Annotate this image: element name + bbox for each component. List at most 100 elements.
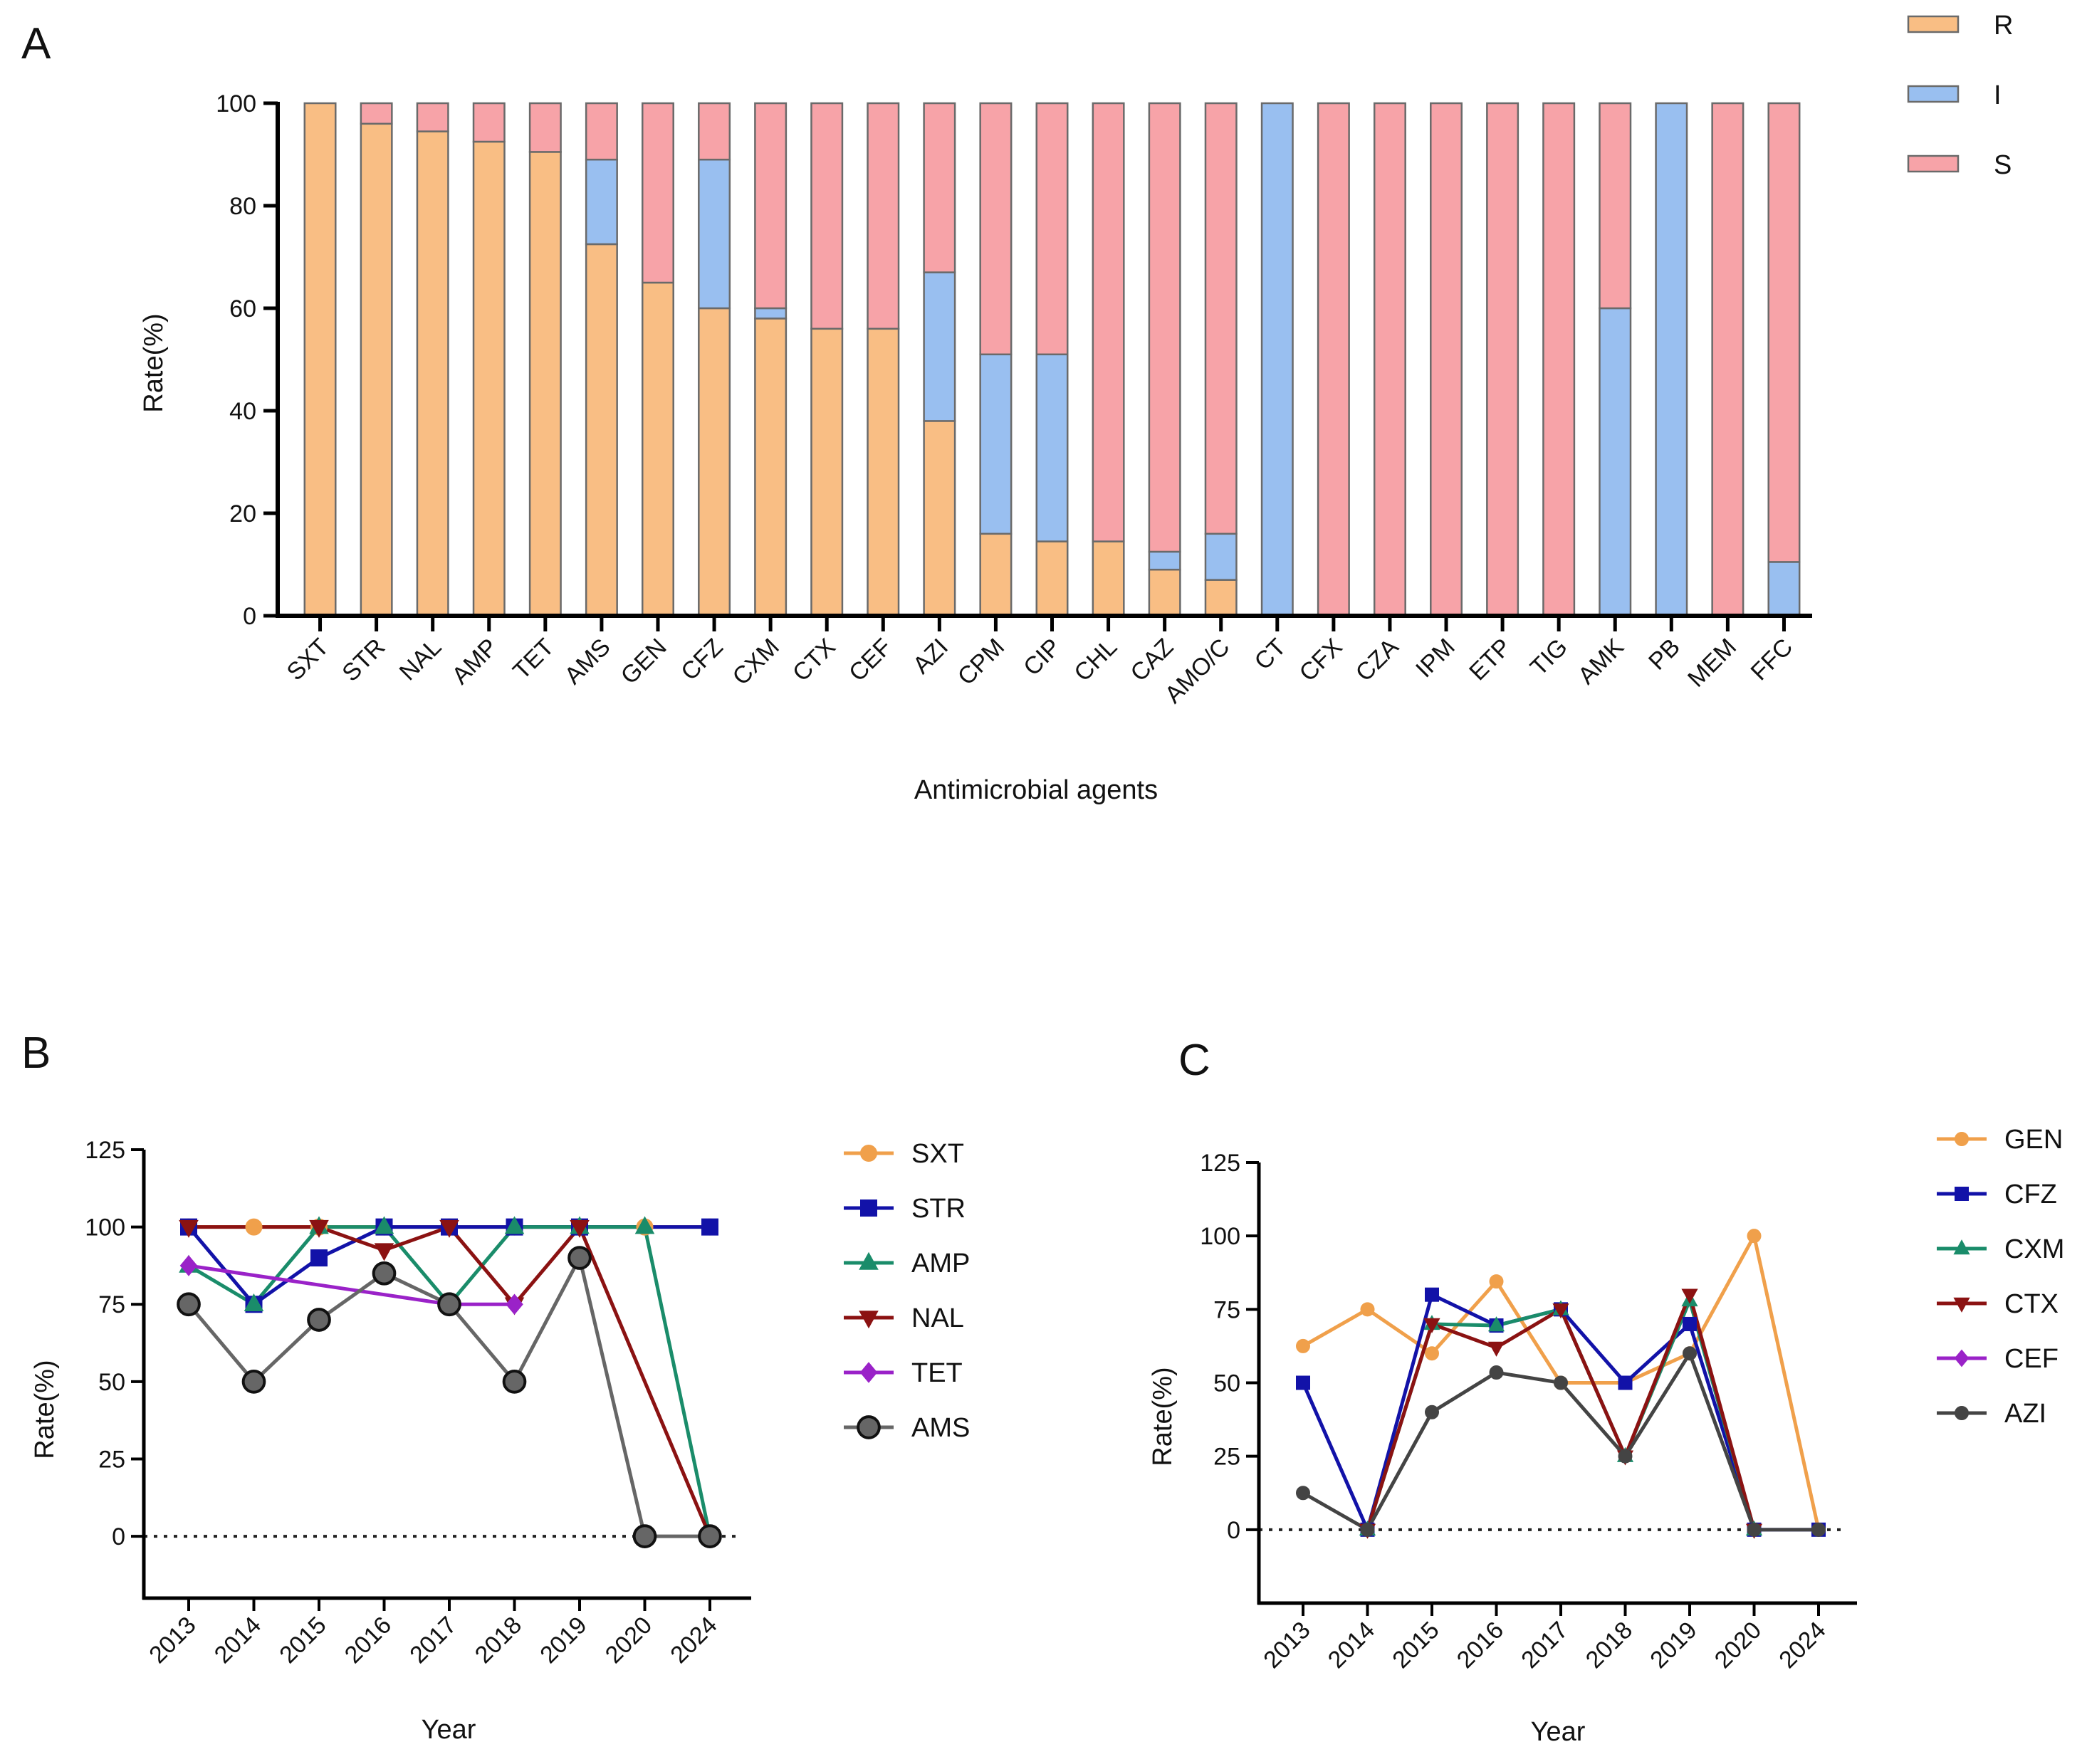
x-tick-label: 2019 xyxy=(535,1612,592,1669)
bar-segment-s xyxy=(360,102,393,125)
data-point-azi xyxy=(1811,1522,1826,1537)
data-point-amp xyxy=(374,1216,394,1234)
bar-segment-s xyxy=(867,102,900,330)
bar-segment-s xyxy=(1204,102,1238,535)
bar-segment-i xyxy=(923,271,956,422)
data-point-ams xyxy=(567,1246,592,1270)
legend-swatch-r xyxy=(1907,15,1960,33)
legend-label-ams: AMS xyxy=(911,1413,970,1443)
data-point-gen xyxy=(1425,1346,1439,1361)
x-tick-label: NAL xyxy=(394,634,447,686)
x-tick-label: 2018 xyxy=(470,1612,527,1669)
x-tick-label: CXM xyxy=(727,634,784,691)
legend-marker-sxt xyxy=(860,1145,877,1162)
data-point-nal xyxy=(179,1219,199,1238)
x-tick-label: AMK xyxy=(1573,634,1629,690)
data-point-ctx xyxy=(1423,1318,1440,1333)
data-point-ams xyxy=(241,1370,266,1394)
legend-marker-cxm xyxy=(1953,1239,1970,1255)
x-tick-label: 2015 xyxy=(1387,1617,1444,1674)
bar-segment-s xyxy=(810,102,844,330)
data-point-gen xyxy=(1747,1229,1762,1244)
x-tick-label: IPM xyxy=(1411,634,1460,683)
data-point-ams xyxy=(372,1261,397,1286)
x-tick-label: 2024 xyxy=(1774,1617,1831,1674)
data-point-ams xyxy=(698,1524,722,1548)
x-tick-label: CZA xyxy=(1351,634,1404,687)
panel-letter-c: C xyxy=(1178,1036,1210,1085)
x-tick-label: 2013 xyxy=(1258,1617,1315,1674)
bar-segment-s xyxy=(585,102,618,161)
data-point-ctx xyxy=(1552,1303,1569,1319)
y-tick-label: 0 xyxy=(1227,1517,1240,1544)
x-tick-label: CHL xyxy=(1069,634,1122,687)
legend-marker-str xyxy=(860,1199,877,1217)
x-tick-label: 2016 xyxy=(1452,1617,1509,1674)
data-point-azi xyxy=(1425,1405,1439,1419)
y-tick-label: 25 xyxy=(98,1446,125,1473)
bar-segment-r xyxy=(1035,540,1069,617)
data-point-sxt xyxy=(245,1218,263,1236)
x-tick-label: 2014 xyxy=(1323,1617,1380,1674)
legend-label-nal: NAL xyxy=(911,1303,964,1333)
data-point-ams xyxy=(502,1370,527,1394)
data-point-nal xyxy=(309,1219,329,1238)
bar-segment-i xyxy=(754,307,788,320)
bar-segment-i xyxy=(1204,532,1238,581)
series-line-nal xyxy=(189,1225,712,1538)
x-tick-label: AZI xyxy=(908,634,953,679)
legend-marker-amp xyxy=(859,1251,879,1270)
x-tick-label: 2013 xyxy=(144,1612,201,1669)
y-tick-label: 0 xyxy=(243,603,256,630)
legend-label-sxt: SXT xyxy=(911,1139,964,1169)
bar-segment-i xyxy=(979,353,1013,535)
legend-marker-ams xyxy=(857,1415,881,1439)
y-tick-label: 50 xyxy=(1213,1370,1240,1397)
data-point-azi xyxy=(1747,1522,1762,1537)
legend-label-str: STR xyxy=(911,1194,966,1224)
x-tick-label: 2020 xyxy=(1710,1617,1767,1674)
bar-segment-s xyxy=(754,102,788,310)
legend-label-cxm: CXM xyxy=(2004,1234,2064,1264)
data-point-str xyxy=(310,1249,328,1267)
data-point-azi xyxy=(1296,1486,1310,1501)
panel-a-x-axis-title: Antimicrobial agents xyxy=(914,775,1158,805)
x-tick-label: 2017 xyxy=(1516,1617,1573,1674)
data-point-amp xyxy=(244,1293,264,1312)
legend-swatch-i xyxy=(1907,85,1960,103)
legend-label-r: R xyxy=(1994,11,2013,41)
bar-segment-r xyxy=(1204,579,1238,617)
x-tick-label: CT xyxy=(1250,634,1292,676)
bar-segment-s xyxy=(1486,102,1520,617)
panel-b-line-chart: 0 25 50 75 100 125 2013 2014 2015 2016 2017 2018 201… xyxy=(85,1137,970,1669)
legend-marker-tet xyxy=(859,1362,878,1383)
x-tick-label: FFC xyxy=(1746,634,1799,686)
legend-label-i: I xyxy=(1994,80,2002,110)
bar-segment-s xyxy=(1599,102,1632,310)
legend-label-amp: AMP xyxy=(911,1249,970,1279)
bar-segment-s xyxy=(979,102,1013,356)
legend-marker-cef xyxy=(1954,1349,1970,1367)
bar-segment-r xyxy=(528,151,562,617)
data-point-ctx xyxy=(1681,1288,1698,1304)
data-point-cfz xyxy=(1618,1375,1633,1390)
y-tick-label: 100 xyxy=(85,1214,125,1241)
legend-marker-ctx xyxy=(1953,1297,1970,1313)
data-point-nal xyxy=(439,1219,459,1238)
bar-segment-r xyxy=(1148,568,1181,617)
series-line-amp xyxy=(187,1225,712,1537)
bar-segment-r xyxy=(979,532,1013,617)
x-tick-label: TET xyxy=(508,634,559,685)
x-tick-label: AMO/C xyxy=(1160,634,1235,709)
bar-segment-r xyxy=(1092,540,1125,617)
x-tick-label: 2019 xyxy=(1645,1617,1702,1674)
x-tick-label: ETP xyxy=(1464,634,1517,686)
panel-b-x-axis-title: Year xyxy=(422,1715,476,1745)
bar-segment-i xyxy=(1148,550,1181,571)
bar-segment-i xyxy=(1599,307,1632,617)
data-point-azi xyxy=(1618,1449,1633,1464)
legend-label-tet: TET xyxy=(911,1358,963,1388)
data-point-gen xyxy=(1489,1274,1504,1289)
